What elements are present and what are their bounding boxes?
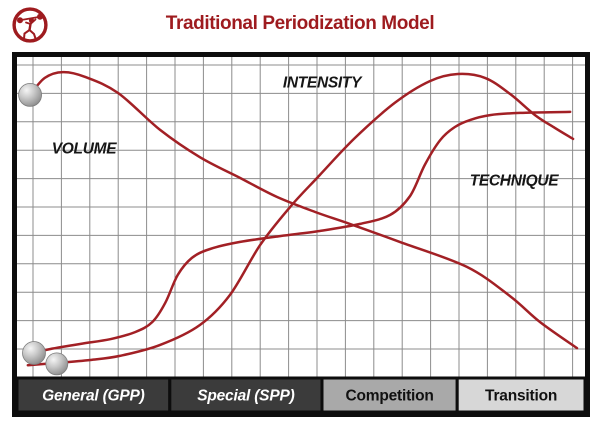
phase-label: Special (SPP) xyxy=(197,388,294,405)
phase-box-competition xyxy=(320,376,459,414)
phase-band: General (GPP) Special (SPP) Competition Tra… xyxy=(15,376,587,414)
ball-marker-technique xyxy=(22,341,46,365)
intensity-curve xyxy=(26,72,575,367)
phase-label: Transition xyxy=(485,388,557,405)
chart-grid xyxy=(17,57,585,378)
ball-marker-intensity xyxy=(45,352,69,376)
intensity-label: INTENSITY xyxy=(283,75,363,92)
phase-label: General (GPP) xyxy=(42,388,145,405)
phase-label: Competition xyxy=(345,388,433,405)
page-title: Traditional Periodization Model xyxy=(166,13,434,34)
technique-label: TECHNIQUE xyxy=(470,172,560,189)
ball-marker-volume xyxy=(18,83,43,107)
ball-markers xyxy=(18,83,69,376)
weightlifter-icon xyxy=(12,7,48,43)
technique-curve xyxy=(32,110,572,355)
volume-curve xyxy=(28,70,579,350)
chart-frame xyxy=(12,52,590,417)
volume-label: VOLUME xyxy=(52,140,117,157)
